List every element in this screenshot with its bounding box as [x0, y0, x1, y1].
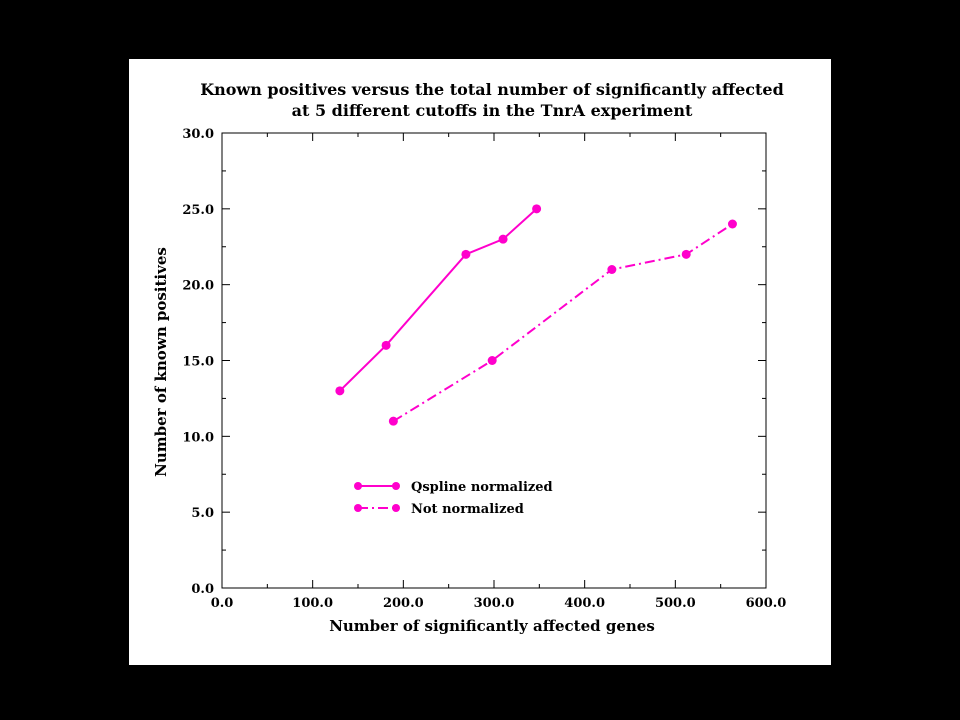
legend-marker [392, 504, 400, 512]
legend: Qspline normalized Not normalized [354, 480, 553, 517]
data-point [461, 249, 471, 259]
y-tick-label: 30.0 [182, 127, 214, 142]
y-axis-label: Number of known positives [152, 247, 170, 477]
x-axis-ticks: 0.0 100.0 200.0 300.0 400.0 500.0 600.0 [211, 133, 787, 611]
data-point [607, 265, 617, 274]
x-tick-label: 0.0 [211, 596, 234, 611]
data-point [532, 204, 542, 214]
legend-marker [354, 482, 362, 490]
legend-marker [354, 504, 362, 512]
y-tick-label: 15.0 [182, 355, 214, 370]
x-tick-label: 400.0 [564, 596, 605, 611]
y-axis-ticks: 0.0 5.0 10.0 15.0 20.0 25.0 30.0 [182, 127, 766, 597]
y-tick-label: 10.0 [182, 430, 214, 445]
data-point [487, 356, 497, 365]
series-line-1 [339, 208, 538, 392]
x-tick-label: 300.0 [474, 596, 515, 611]
x-tick-label: 200.0 [383, 596, 424, 611]
y-tick-label: 5.0 [191, 506, 214, 521]
data-point [381, 340, 391, 350]
x-tick-label: 500.0 [655, 596, 696, 611]
x-tick-label: 100.0 [292, 596, 333, 611]
data-point [681, 249, 691, 259]
data-point [335, 386, 345, 396]
x-axis-label: Number of significantly affected genes [329, 617, 655, 635]
y-tick-label: 20.0 [182, 279, 214, 294]
data-point [498, 234, 508, 244]
legend-label: Qspline normalized [411, 480, 553, 495]
data-point [388, 416, 398, 426]
legend-label: Not normalized [411, 502, 524, 517]
data-point [727, 219, 737, 229]
chart-panel [129, 59, 831, 665]
chart-title: Known positives versus the total number … [200, 80, 784, 99]
series-line-2 [392, 223, 734, 423]
y-tick-label: 25.0 [182, 203, 214, 218]
legend-marker [392, 482, 400, 490]
chart-subtitle: at 5 different cutoffs in the TnrA exper… [292, 101, 693, 120]
x-tick-label: 600.0 [746, 596, 787, 611]
y-tick-label: 0.0 [191, 582, 214, 597]
series-layer [335, 204, 737, 426]
